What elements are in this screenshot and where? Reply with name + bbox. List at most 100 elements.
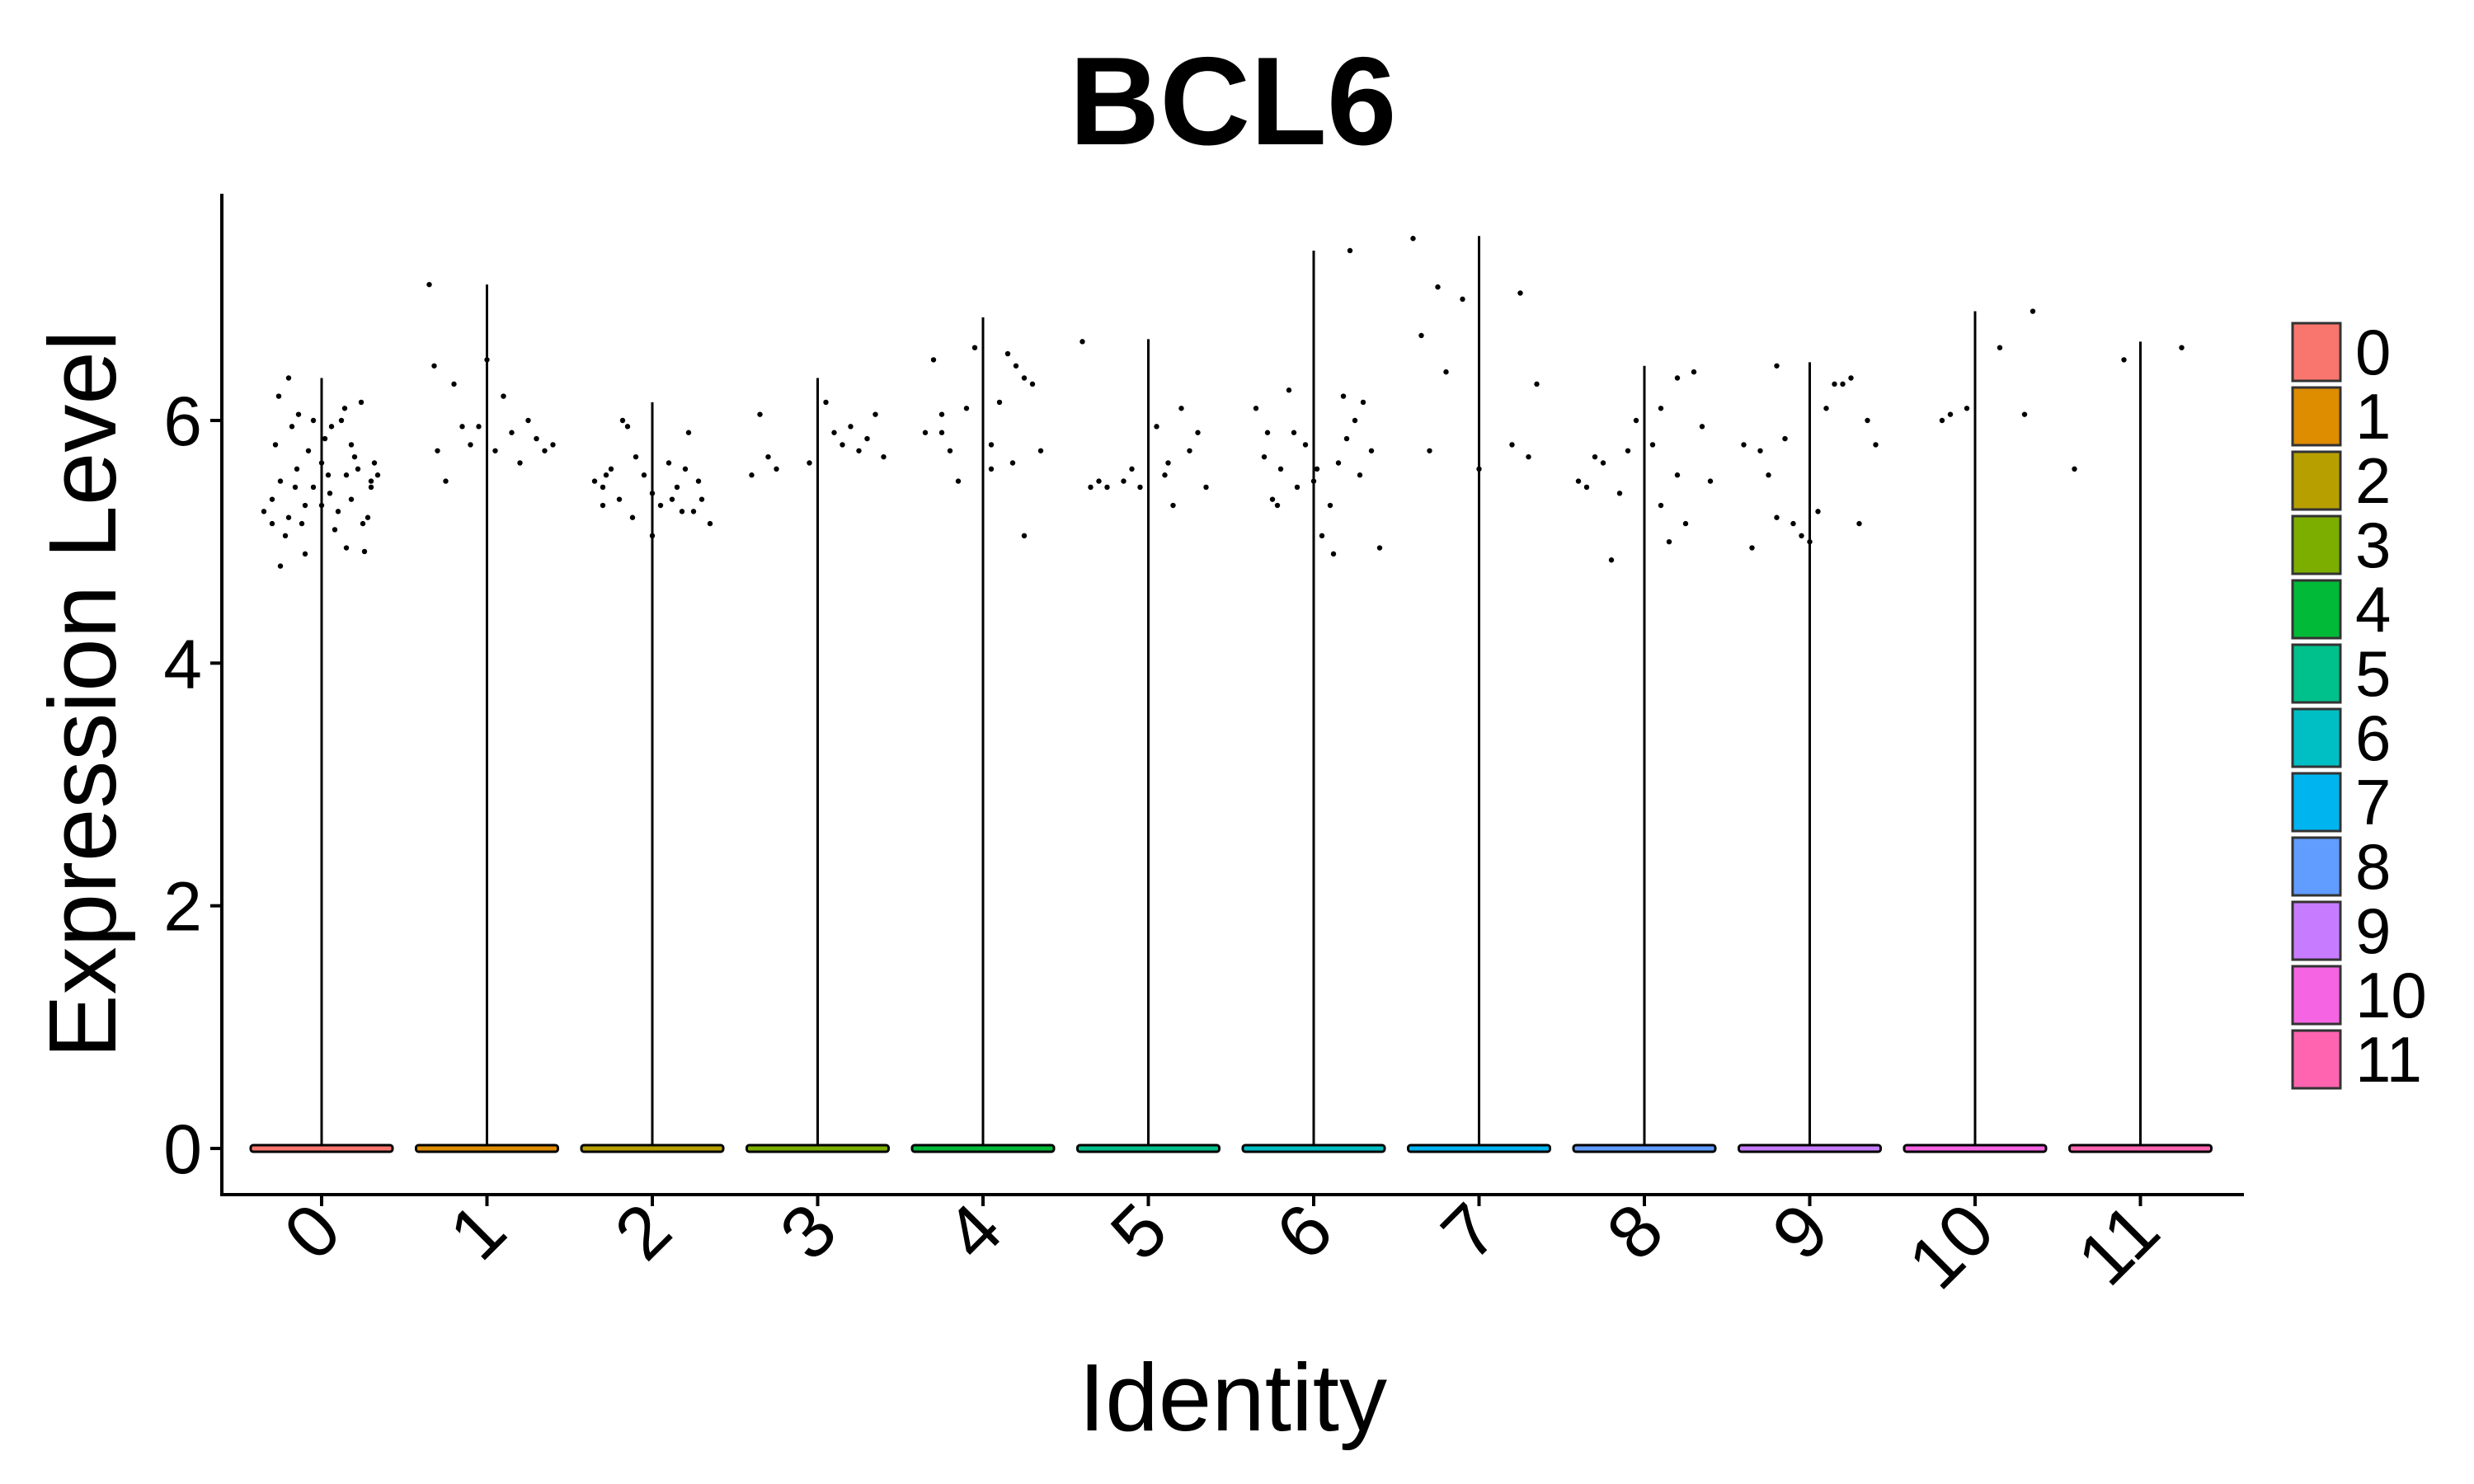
data-point <box>649 533 656 539</box>
data-point <box>1592 453 1598 460</box>
data-point <box>269 520 275 527</box>
legend-label: 7 <box>2355 766 2391 838</box>
legend-item: 4 <box>2291 573 2391 646</box>
data-point <box>2121 357 2127 363</box>
data-point <box>348 442 355 448</box>
y-axis-title: Expression Level <box>29 330 136 1058</box>
data-point <box>365 514 371 520</box>
x-tick-label: 5 <box>1096 1188 1183 1275</box>
data-point <box>1154 424 1159 430</box>
data-point <box>616 496 623 502</box>
data-point <box>1340 393 1347 399</box>
legend-label: 1 <box>2355 380 2391 453</box>
violin <box>415 284 559 1153</box>
data-point <box>275 393 282 399</box>
data-point <box>302 551 308 557</box>
data-point <box>1286 387 1292 393</box>
data-point <box>1302 442 1309 448</box>
violin-body <box>1076 1144 1221 1153</box>
data-point <box>1360 399 1366 406</box>
data-point <box>666 460 672 466</box>
legend-swatch <box>2291 1029 2342 1090</box>
data-point <box>1343 435 1350 442</box>
data-point <box>1347 247 1353 254</box>
violin-body <box>2068 1144 2213 1153</box>
data-point <box>757 411 763 417</box>
data-point <box>1165 460 1171 466</box>
violin-body <box>580 1144 725 1153</box>
data-point <box>1964 406 1970 411</box>
data-point <box>335 509 341 514</box>
data-point <box>1666 538 1672 545</box>
data-point <box>534 435 539 442</box>
legend-item: 9 <box>2291 895 2391 967</box>
data-point <box>1029 381 1036 387</box>
violin <box>249 378 394 1153</box>
data-point <box>1021 375 1028 381</box>
data-point <box>1376 545 1383 551</box>
data-point <box>1658 406 1664 411</box>
data-point <box>633 453 639 460</box>
data-point <box>1947 411 1954 417</box>
data-point <box>361 548 368 555</box>
data-point <box>277 478 284 484</box>
data-point <box>1352 417 1358 424</box>
legend-swatch <box>2291 900 2342 961</box>
data-point <box>872 411 878 417</box>
data-point <box>1435 284 1441 290</box>
data-point <box>1691 369 1697 375</box>
data-point <box>1137 484 1143 491</box>
data-point <box>1129 466 1135 472</box>
legend-label: 10 <box>2355 959 2427 1031</box>
violin-body <box>910 1144 1056 1153</box>
data-point <box>707 520 713 527</box>
data-point <box>864 435 870 442</box>
data-point <box>371 460 378 466</box>
data-point <box>426 281 432 288</box>
data-point <box>368 478 374 484</box>
y-tick-label: 6 <box>163 383 202 460</box>
data-point <box>1178 406 1184 411</box>
violin <box>1572 365 1717 1153</box>
data-point <box>282 533 289 539</box>
legend-swatch <box>2291 707 2342 768</box>
data-point <box>1335 460 1342 466</box>
violin-body <box>1738 1144 1882 1153</box>
legend-item: 1 <box>2291 380 2391 453</box>
y-axis-ticks: 0 2 4 6 <box>163 383 222 1188</box>
data-point <box>435 448 440 453</box>
data-point <box>1583 484 1590 491</box>
legend-swatch <box>2291 322 2342 383</box>
data-point <box>1264 430 1271 435</box>
data-point <box>1170 502 1176 509</box>
x-axis-ticks: 0 1 2 3 4 5 6 7 8 9 10 11 <box>269 1188 2175 1304</box>
violin <box>745 378 890 1153</box>
data-point <box>1865 417 1870 424</box>
data-point <box>1625 448 1631 453</box>
legend-item: 11 <box>2291 1023 2422 1096</box>
data-point <box>1037 448 1044 453</box>
data-point <box>749 472 755 478</box>
x-tick-label: 9 <box>1757 1188 1845 1275</box>
data-point <box>669 496 675 502</box>
violin <box>910 317 1056 1153</box>
violin-body <box>1241 1144 1386 1153</box>
data-point <box>930 357 937 363</box>
data-point <box>1418 332 1424 339</box>
data-point <box>355 466 361 472</box>
data-point <box>856 448 862 453</box>
data-point <box>1699 424 1705 430</box>
x-tick-label: 0 <box>269 1188 356 1275</box>
data-points <box>261 236 2185 569</box>
legend-label: 3 <box>2355 509 2391 581</box>
data-point <box>1277 466 1284 472</box>
data-point <box>881 453 887 460</box>
data-point <box>1997 345 2003 350</box>
data-point <box>322 435 328 442</box>
legend-swatch <box>2291 514 2342 575</box>
data-point <box>2021 411 2028 417</box>
data-point <box>1327 502 1333 509</box>
x-tick-label: 2 <box>600 1188 687 1275</box>
data-point <box>955 478 962 484</box>
